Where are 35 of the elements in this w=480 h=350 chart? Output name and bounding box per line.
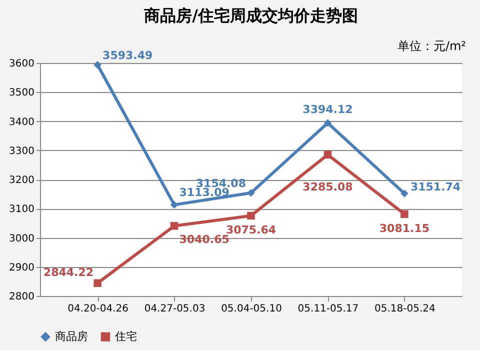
y-tick-label: 2900 bbox=[9, 262, 34, 274]
data-label: 3075.64 bbox=[226, 224, 276, 237]
data-label: 3081.15 bbox=[379, 222, 430, 236]
x-tick-label: 04.27-05.03 bbox=[144, 304, 206, 314]
y-tick-label: 3600 bbox=[9, 58, 34, 70]
point bbox=[324, 119, 332, 127]
y-tick-label: 3300 bbox=[9, 146, 34, 157]
point bbox=[247, 189, 255, 197]
data-label: 3285.08 bbox=[302, 180, 353, 194]
y-tick-label: 3200 bbox=[9, 175, 34, 186]
point bbox=[247, 212, 255, 220]
chart-title: 商品房/住宅周成交均价走势图 bbox=[143, 6, 358, 25]
text: 单位：元/m² bbox=[397, 38, 466, 55]
y-tick-label: 3400 bbox=[9, 116, 34, 128]
data-label: 3593.49 bbox=[102, 48, 153, 62]
point bbox=[170, 222, 178, 230]
data-label: 3151.74 bbox=[410, 180, 461, 194]
point bbox=[94, 279, 102, 287]
legend-label: 住宅 bbox=[115, 330, 137, 343]
point bbox=[400, 190, 408, 198]
y-tick-label: 2800 bbox=[9, 292, 34, 302]
data-label: 2844.22 bbox=[43, 266, 94, 280]
point bbox=[324, 150, 332, 159]
y-tick-label: 3100 bbox=[9, 204, 34, 216]
point bbox=[94, 61, 102, 69]
y-tick-label: 3000 bbox=[9, 233, 34, 244]
legend-label: 商品房 bbox=[55, 330, 88, 343]
x-tick-label: 05.04-05.10 bbox=[221, 304, 282, 314]
data-label: 3394.12 bbox=[302, 102, 353, 116]
x-tick-label: 05.11-05.17 bbox=[298, 304, 359, 314]
x-tick-label: 05.18-05.24 bbox=[374, 304, 436, 314]
x-tick-label: 04.20-04.26 bbox=[68, 304, 128, 314]
y-tick-label: 3500 bbox=[9, 88, 34, 99]
point bbox=[400, 210, 408, 218]
point bbox=[170, 200, 178, 209]
